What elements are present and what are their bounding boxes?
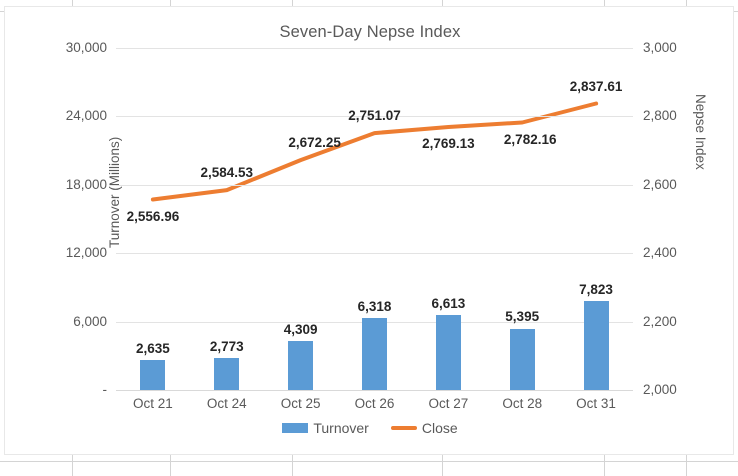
bar-turnover[interactable] bbox=[140, 359, 166, 390]
bar-swatch-icon bbox=[282, 423, 309, 433]
category-axis-label: Oct 26 bbox=[354, 396, 395, 411]
y-axis-tick-right: 2,800 bbox=[643, 108, 677, 124]
line-swatch-icon bbox=[390, 426, 417, 430]
y-axis-tick-left: 6,000 bbox=[73, 313, 107, 329]
chart-legend[interactable]: Turnover Close bbox=[5, 421, 735, 435]
line-data-label: 2,751.07 bbox=[348, 108, 401, 124]
plot-area: Turnover (Millions) Nepse Index - 6,000 12… bbox=[66, 41, 708, 396]
close-line-series bbox=[150, 101, 599, 202]
line-data-label: 2,584.53 bbox=[200, 165, 254, 181]
legend-label-turnover: Turnover bbox=[313, 420, 369, 436]
y-axis-title-left: Turnover (Millions) bbox=[107, 136, 122, 248]
chart-container[interactable]: Seven-Day Nepse Index Turnover (Millions… bbox=[4, 6, 734, 455]
gridline bbox=[116, 253, 633, 255]
y-axis-tick-right: 2,400 bbox=[643, 245, 677, 261]
category-axis-label: Oct 25 bbox=[280, 396, 321, 411]
y-axis-tick-left: 24,000 bbox=[65, 108, 107, 124]
line-data-label: 2,556.96 bbox=[126, 208, 180, 224]
gridline bbox=[116, 48, 633, 49]
y-axis-title-right: Nepse Index bbox=[693, 94, 708, 170]
bar-data-label: 6,318 bbox=[357, 298, 392, 314]
gridline bbox=[116, 390, 633, 391]
category-axis-label: Oct 27 bbox=[428, 396, 469, 411]
category-axis-label: Oct 31 bbox=[576, 396, 616, 411]
category-axis-label: Oct 21 bbox=[133, 396, 173, 411]
y-axis-tick-left: 18,000 bbox=[65, 176, 107, 192]
bar-turnover[interactable] bbox=[288, 340, 314, 390]
line-data-label: 2,769.13 bbox=[422, 135, 475, 151]
bar-data-label: 7,823 bbox=[579, 281, 613, 297]
bar-data-label: 2,773 bbox=[209, 339, 244, 355]
sheet-gridline-horizontal bbox=[0, 461, 738, 462]
y-axis-tick-right: 2,200 bbox=[643, 313, 677, 329]
line-data-label: 2,672.25 bbox=[288, 135, 341, 151]
y-axis-tick-right: 3,000 bbox=[643, 40, 677, 55]
bar-turnover[interactable] bbox=[583, 300, 609, 390]
category-axis-label: Oct 28 bbox=[502, 396, 543, 411]
gridline bbox=[116, 184, 633, 186]
y-axis-tick-right: 2,600 bbox=[643, 176, 677, 192]
bar-turnover[interactable] bbox=[435, 314, 461, 390]
legend-item-close[interactable]: Close bbox=[390, 420, 458, 436]
bar-data-label: 2,635 bbox=[136, 340, 170, 356]
bar-data-label: 6,613 bbox=[431, 295, 466, 311]
bar-data-label: 5,395 bbox=[505, 309, 540, 325]
line-data-label: 2,782.16 bbox=[503, 131, 557, 147]
y-axis-tick-left: 12,000 bbox=[65, 245, 107, 261]
legend-label-close: Close bbox=[421, 420, 458, 436]
line-data-label: 2,837.61 bbox=[569, 78, 623, 94]
bar-turnover[interactable] bbox=[362, 317, 387, 390]
bar-turnover[interactable] bbox=[214, 358, 240, 390]
gridline bbox=[116, 116, 633, 118]
bar-data-label: 4,309 bbox=[283, 321, 318, 337]
y-axis-tick-right: 2,000 bbox=[643, 382, 677, 397]
bar-turnover[interactable] bbox=[509, 328, 535, 390]
legend-item-turnover[interactable]: Turnover bbox=[282, 421, 369, 435]
y-axis-tick-left: - bbox=[102, 382, 108, 397]
category-axis-label: Oct 24 bbox=[206, 396, 247, 411]
category-axis: Oct 21 Oct 24 Oct 25 Oct 26 Oct 27 Oct 28 Oct … bbox=[116, 397, 633, 417]
chart-title: Seven-Day Nepse Index bbox=[279, 23, 461, 41]
close-line-path bbox=[150, 101, 599, 202]
y-axis-tick-left: 30,000 bbox=[65, 40, 107, 55]
